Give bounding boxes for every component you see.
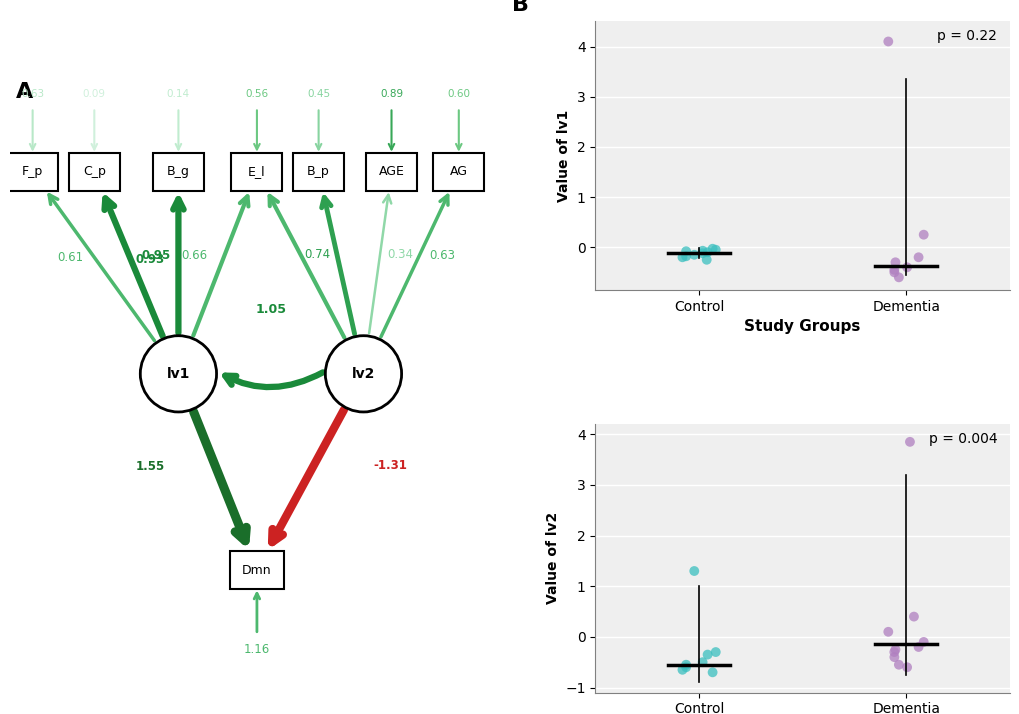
Point bbox=[886, 651, 902, 663]
Point bbox=[699, 649, 715, 660]
Text: 1.05: 1.05 bbox=[255, 303, 286, 316]
Text: Dmn: Dmn bbox=[242, 563, 271, 577]
Point bbox=[678, 251, 694, 262]
Point bbox=[678, 662, 694, 673]
Text: 1.55: 1.55 bbox=[136, 461, 164, 473]
X-axis label: Study Groups: Study Groups bbox=[744, 319, 860, 334]
Text: 0.61: 0.61 bbox=[58, 251, 84, 264]
FancyBboxPatch shape bbox=[153, 153, 204, 191]
FancyBboxPatch shape bbox=[230, 551, 283, 589]
Text: B: B bbox=[512, 0, 529, 14]
FancyBboxPatch shape bbox=[292, 153, 343, 191]
Point bbox=[898, 662, 914, 673]
Text: 0.34: 0.34 bbox=[387, 248, 413, 261]
FancyBboxPatch shape bbox=[433, 153, 484, 191]
Point bbox=[887, 256, 903, 268]
Text: 1.16: 1.16 bbox=[244, 643, 270, 656]
Point bbox=[686, 565, 702, 577]
Text: AG: AG bbox=[449, 166, 468, 178]
Text: E_l: E_l bbox=[248, 166, 266, 178]
Point bbox=[915, 229, 931, 241]
Text: B_p: B_p bbox=[307, 166, 330, 178]
FancyBboxPatch shape bbox=[231, 153, 282, 191]
Point bbox=[890, 271, 906, 283]
FancyBboxPatch shape bbox=[7, 153, 58, 191]
Text: 0.93: 0.93 bbox=[136, 253, 164, 266]
FancyBboxPatch shape bbox=[366, 153, 417, 191]
Point bbox=[890, 659, 906, 670]
Text: 0.95: 0.95 bbox=[141, 249, 170, 262]
Point bbox=[704, 243, 720, 254]
Y-axis label: Value of lv1: Value of lv1 bbox=[556, 109, 571, 202]
Point bbox=[886, 266, 902, 278]
Text: 0.60: 0.60 bbox=[447, 89, 470, 99]
Text: 0.63: 0.63 bbox=[21, 89, 44, 99]
Point bbox=[674, 251, 690, 263]
Text: 0.89: 0.89 bbox=[379, 89, 403, 99]
Text: lv2: lv2 bbox=[352, 367, 375, 381]
Point bbox=[694, 248, 710, 259]
Text: -1.31: -1.31 bbox=[373, 460, 407, 473]
Text: 0.74: 0.74 bbox=[304, 248, 330, 261]
Text: 0.14: 0.14 bbox=[167, 89, 190, 99]
Text: 0.56: 0.56 bbox=[246, 89, 268, 99]
Text: p = 0.004: p = 0.004 bbox=[928, 432, 997, 446]
Point bbox=[694, 656, 710, 668]
Point bbox=[910, 641, 926, 653]
Text: 0.63: 0.63 bbox=[429, 249, 454, 263]
Text: F_p: F_p bbox=[22, 166, 43, 178]
Point bbox=[686, 249, 702, 261]
Point bbox=[879, 36, 896, 47]
Circle shape bbox=[141, 336, 216, 412]
Text: B_g: B_g bbox=[167, 166, 190, 178]
Text: 0.66: 0.66 bbox=[181, 249, 207, 262]
Point bbox=[910, 251, 926, 263]
Point bbox=[901, 436, 917, 448]
Text: 0.09: 0.09 bbox=[83, 89, 106, 99]
Y-axis label: Value of lv2: Value of lv2 bbox=[545, 512, 559, 605]
Point bbox=[707, 646, 723, 658]
Point bbox=[678, 659, 694, 670]
Point bbox=[898, 261, 914, 273]
Text: lv1: lv1 bbox=[166, 367, 190, 381]
Point bbox=[879, 626, 896, 638]
Point bbox=[886, 264, 902, 276]
Point bbox=[886, 646, 902, 658]
Text: AGE: AGE bbox=[378, 166, 405, 178]
Point bbox=[915, 636, 931, 648]
Point bbox=[905, 611, 921, 623]
Point bbox=[707, 244, 723, 256]
Text: C_p: C_p bbox=[83, 166, 106, 178]
Point bbox=[698, 254, 714, 266]
Point bbox=[704, 667, 720, 678]
FancyBboxPatch shape bbox=[68, 153, 119, 191]
Point bbox=[699, 246, 715, 258]
Point bbox=[887, 644, 903, 655]
Text: p = 0.22: p = 0.22 bbox=[936, 29, 997, 44]
Text: 0.45: 0.45 bbox=[307, 89, 330, 99]
Point bbox=[694, 245, 710, 256]
Text: A: A bbox=[15, 82, 33, 102]
Point bbox=[674, 664, 690, 675]
Circle shape bbox=[325, 336, 401, 412]
Point bbox=[678, 246, 694, 257]
